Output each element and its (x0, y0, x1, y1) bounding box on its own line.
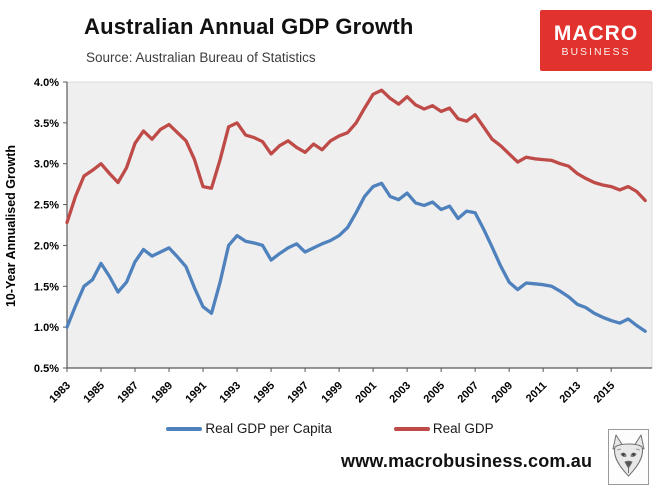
svg-text:1989: 1989 (149, 380, 175, 406)
svg-text:1.5%: 1.5% (34, 281, 59, 293)
svg-text:1.0%: 1.0% (34, 322, 59, 334)
svg-text:2007: 2007 (455, 380, 481, 406)
legend-label: Real GDP (432, 421, 494, 436)
red-line-swatch-icon (393, 426, 430, 431)
fox-logo-frame (608, 429, 649, 485)
chart-source: Source: Australian Bureau of Statistics (86, 50, 316, 65)
svg-text:1997: 1997 (285, 380, 311, 406)
svg-text:2011: 2011 (524, 380, 549, 405)
logo-text-business: BUSINESS (561, 46, 631, 59)
svg-text:2009: 2009 (489, 380, 515, 406)
svg-text:1995: 1995 (251, 380, 277, 406)
fox-head-icon (612, 434, 645, 477)
svg-text:2.0%: 2.0% (34, 240, 59, 252)
legend-label: Real GDP per Capita (205, 421, 332, 436)
svg-text:1987: 1987 (115, 380, 141, 406)
logo-text-macro: MACRO (553, 21, 639, 45)
svg-text:2.5%: 2.5% (34, 200, 59, 212)
svg-text:1985: 1985 (81, 380, 107, 406)
legend-item-real-gdp-per-capita: Real GDP per Capita (166, 421, 332, 436)
blue-line-swatch-icon (166, 426, 203, 431)
svg-text:2015: 2015 (592, 380, 618, 406)
y-axis-title: 10-Year Annualised Growth (4, 145, 18, 307)
legend-item-real-gdp: Real GDP (393, 421, 494, 436)
macrobusiness-logo: MACRO BUSINESS (540, 10, 652, 71)
svg-text:2013: 2013 (557, 380, 583, 406)
svg-text:2005: 2005 (421, 380, 447, 406)
svg-text:1991: 1991 (183, 380, 209, 406)
gdp-growth-chart: 10-Year Annualised Growth 0.5% 1.0% 1.5% 2.… (4, 77, 653, 406)
svg-text:2001: 2001 (353, 380, 379, 406)
svg-text:3.5%: 3.5% (34, 118, 59, 130)
svg-text:1993: 1993 (217, 380, 243, 406)
website-url: www.macrobusiness.com.au (341, 451, 593, 471)
svg-text:3.0%: 3.0% (34, 159, 59, 171)
page-title: Australian Annual GDP Growth (84, 14, 414, 39)
svg-text:2003: 2003 (387, 380, 413, 406)
svg-text:0.5%: 0.5% (34, 363, 59, 375)
svg-text:1999: 1999 (319, 380, 345, 406)
svg-text:1983: 1983 (47, 380, 73, 406)
svg-text:4.0%: 4.0% (34, 77, 59, 89)
chart-legend: Real GDP per Capita Real GDP (0, 421, 660, 436)
